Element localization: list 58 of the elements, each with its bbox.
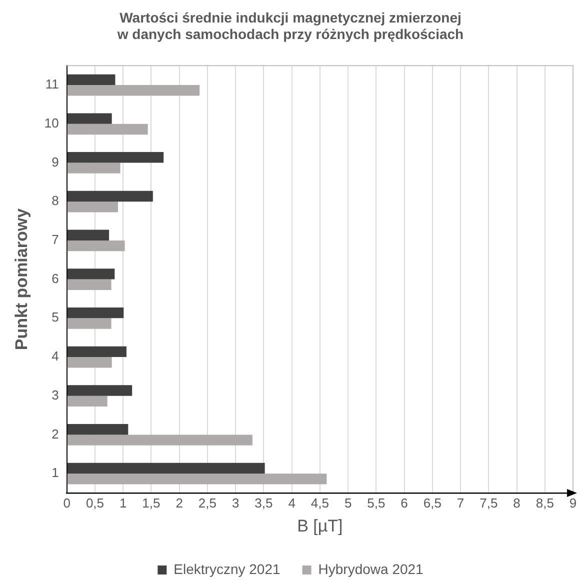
x-tick-label: 2,5: [198, 495, 216, 510]
bar: [67, 279, 112, 290]
y-tick-label: 10: [44, 115, 59, 130]
bar: [67, 74, 116, 86]
text: w danych samochodach przy różnych prędkościach: [117, 26, 464, 42]
x-tick-label: 2: [176, 495, 183, 510]
x-axis-title: B [µT]: [297, 516, 343, 536]
bar: [67, 346, 126, 358]
bar: [67, 318, 112, 329]
x-tick-label: 4: [288, 495, 296, 510]
y-tick-label: 8: [52, 193, 59, 208]
y-tick-label: 3: [52, 387, 59, 402]
y-tick-label: 11: [45, 76, 59, 92]
y-tick-label: 5: [52, 310, 59, 325]
bar: [67, 424, 128, 435]
bar: [67, 385, 132, 396]
x-tick-label: 1: [119, 495, 127, 510]
x-tick-label: 0: [63, 495, 70, 510]
bar: [67, 474, 327, 484]
y-tick-label: 7: [52, 232, 59, 248]
legend-label: Hybrydowa 2021: [318, 560, 424, 577]
bar: [67, 85, 200, 96]
x-tick-label: 1,5: [142, 495, 160, 510]
bar: [67, 230, 110, 240]
x-tick-label: 8,5: [536, 495, 554, 510]
x-tick-label: 4,5: [310, 495, 329, 510]
x-tick-label: 7: [456, 495, 464, 510]
y-tick-label: 9: [52, 154, 59, 170]
bar: [67, 124, 148, 135]
bar: [67, 240, 125, 252]
bar: [67, 152, 164, 163]
x-tick-label: 7,5: [480, 495, 498, 510]
bar: [67, 202, 118, 212]
legend-label: Elektryczny 2021: [174, 560, 280, 577]
x-tick-label: 0,5: [86, 495, 104, 510]
x-tick-label: 5,5: [367, 495, 386, 510]
y-tick-label: 1: [52, 465, 59, 480]
bar: [67, 190, 153, 202]
y-axis-title: Punkt pomiarowy: [12, 208, 31, 350]
x-tick-label: 6,5: [423, 495, 442, 510]
x-tick-label: 8: [513, 495, 520, 510]
x-tick-label: 3: [232, 495, 240, 510]
bar: [67, 357, 112, 368]
y-tick-label: 2: [52, 426, 59, 442]
bar: [67, 462, 265, 474]
bar: [67, 113, 112, 124]
x-tick-label: 9: [569, 495, 577, 510]
y-tick-label: 6: [52, 270, 59, 286]
bar: [67, 434, 252, 446]
bar: [67, 268, 115, 280]
bar: [67, 307, 124, 318]
x-tick-label: 6: [400, 495, 408, 510]
y-tick-label: 4: [52, 348, 59, 364]
x-tick-label: 5: [344, 495, 352, 510]
x-tick-label: 3,5: [254, 495, 273, 510]
text: Wartości średnie indukcji magnetycznej zmierzonej: [120, 9, 462, 26]
bar: [67, 162, 120, 174]
bar: [67, 396, 108, 407]
